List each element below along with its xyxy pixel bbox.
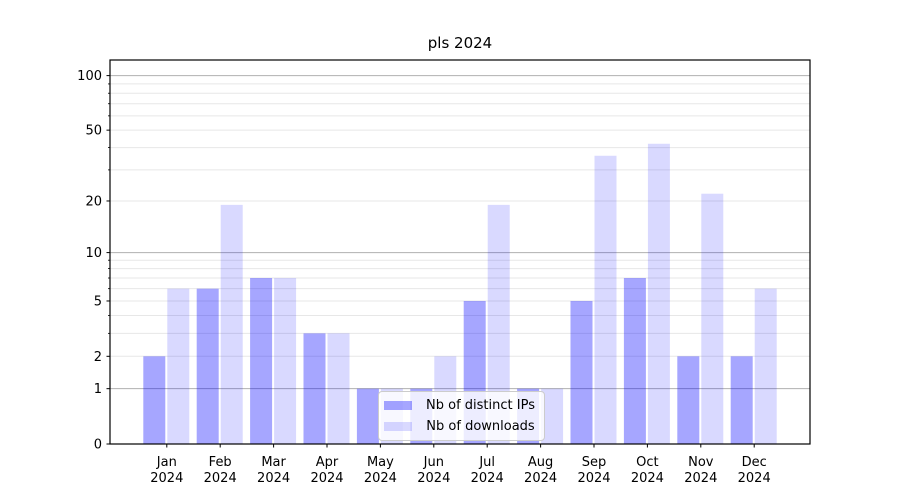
x-tick-label-year-jul: 2024: [471, 471, 504, 486]
legend-item-distinct-ips: Nb of distinct IPs: [384, 396, 538, 415]
x-tick-label-nov: Nov: [688, 455, 714, 470]
legend-swatch-distinct-ips: [384, 401, 412, 410]
bar-distinct-ips-sep: [570, 300, 593, 444]
bar-downloads-jan: [167, 288, 190, 444]
x-tick-label-mar: Mar: [261, 455, 286, 470]
x-tick-label-year-jun: 2024: [417, 471, 450, 486]
x-tick-label-aug: Aug: [528, 455, 553, 470]
x-tick-label-sep: Sep: [582, 455, 607, 470]
x-tick-label-year-may: 2024: [364, 471, 397, 486]
bar-downloads-oct: [647, 143, 670, 444]
x-tick-label-dec: Dec: [742, 455, 767, 470]
x-tick-label-jun: Jun: [423, 455, 444, 470]
y-tick-label-50: 50: [85, 124, 102, 139]
x-tick-label-oct: Oct: [636, 455, 658, 470]
y-tick-label-1: 1: [94, 382, 102, 397]
legend-swatch-downloads: [384, 422, 412, 431]
x-tick-label-jan: Jan: [156, 455, 177, 470]
bar-distinct-ips-apr: [303, 333, 326, 444]
x-tick-label-year-dec: 2024: [738, 471, 771, 486]
bar-distinct-ips-jan: [143, 356, 166, 444]
y-tick-label-0: 0: [94, 438, 102, 453]
bar-downloads-apr: [327, 333, 350, 444]
bar-downloads-dec: [754, 288, 777, 444]
x-tick-label-year-feb: 2024: [204, 471, 237, 486]
legend-item-downloads: Nb of downloads: [384, 417, 538, 436]
bar-downloads-feb: [220, 204, 243, 444]
x-tick-label-year-jan: 2024: [150, 471, 183, 486]
x-tick-label-may: May: [367, 455, 394, 470]
x-tick-label-year-oct: 2024: [631, 471, 664, 486]
x-tick-label-feb: Feb: [209, 455, 232, 470]
bar-downloads-sep: [594, 155, 617, 444]
legend-label-distinct-ips: Nb of distinct IPs: [426, 398, 535, 413]
bar-downloads-mar: [274, 278, 297, 444]
x-tick-label-year-aug: 2024: [524, 471, 557, 486]
x-tick-label-apr: Apr: [316, 455, 339, 470]
y-tick-label-100: 100: [77, 69, 102, 84]
legend: Nb of distinct IPs Nb of downloads: [378, 391, 545, 441]
bar-distinct-ips-may: [356, 388, 379, 444]
x-tick-label-year-mar: 2024: [257, 471, 290, 486]
legend-label-downloads: Nb of downloads: [426, 419, 535, 434]
bar-distinct-ips-dec: [730, 356, 753, 444]
y-tick-label-10: 10: [85, 246, 102, 261]
plot-border: [109, 59, 811, 445]
y-tick-label-2: 2: [94, 350, 102, 365]
x-tick-label-jul: Jul: [478, 455, 495, 470]
bar-distinct-ips-oct: [623, 278, 646, 444]
chart-title: pls 2024: [427, 34, 493, 52]
bar-downloads-jul: [487, 204, 510, 444]
bar-distinct-ips-nov: [677, 356, 700, 444]
bar-distinct-ips-mar: [250, 278, 273, 444]
bar-downloads-aug: [541, 388, 564, 444]
y-tick-label-5: 5: [94, 294, 102, 309]
bar-downloads-nov: [701, 193, 724, 444]
bar-distinct-ips-feb: [196, 288, 219, 444]
x-tick-label-year-apr: 2024: [310, 471, 343, 486]
x-tick-label-year-nov: 2024: [684, 471, 717, 486]
y-tick-label-20: 20: [85, 194, 102, 209]
x-tick-label-year-sep: 2024: [577, 471, 610, 486]
